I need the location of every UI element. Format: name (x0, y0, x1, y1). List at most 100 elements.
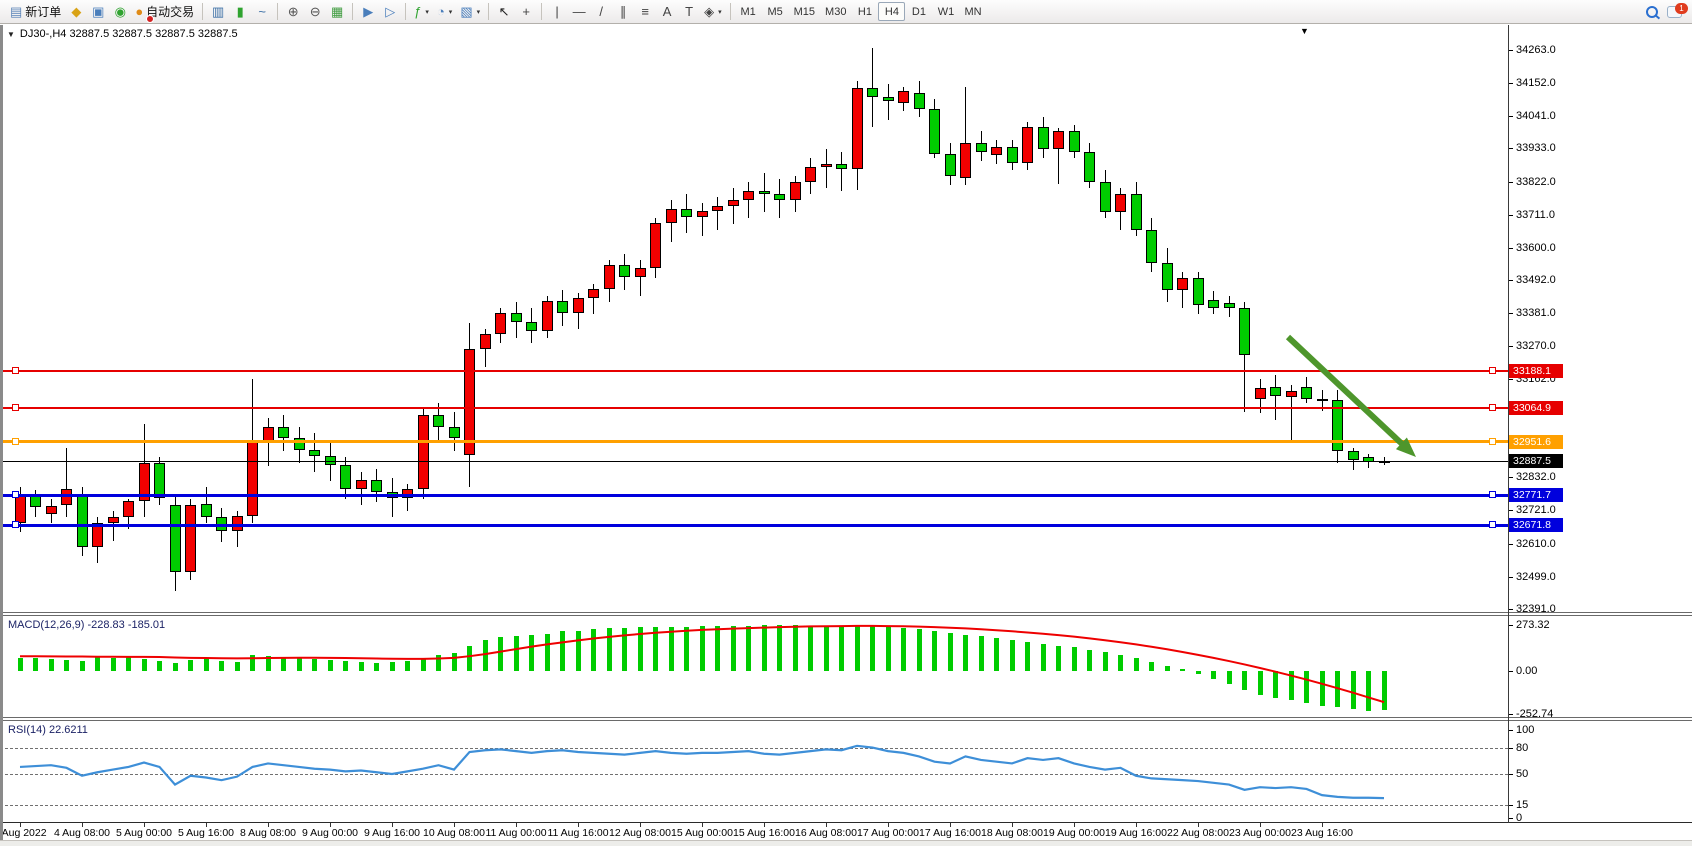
level-line-handle[interactable] (1489, 491, 1496, 499)
candle (1099, 182, 1111, 213)
chart-dropdown-icon[interactable]: ▼ (7, 29, 15, 39)
level-line[interactable] (0, 369, 1508, 372)
crosshair-button[interactable]: + (515, 2, 537, 22)
chart-shift-button[interactable]: ▷ (379, 2, 401, 22)
candle (247, 441, 258, 517)
chat-button[interactable]: 1 (1663, 2, 1688, 22)
macd-histogram-bar (901, 627, 906, 671)
time-label: 12 Aug 08:00 (609, 827, 671, 839)
macd-histogram-bar (823, 625, 829, 671)
level-line-handle[interactable] (12, 437, 19, 445)
candle (1130, 194, 1142, 230)
price-tick-label: 33270.0 (1516, 340, 1556, 353)
time-axis[interactable] (0, 823, 1692, 840)
pane-separator[interactable] (0, 717, 1692, 718)
periods-button[interactable]: ◔ ▾ (433, 2, 456, 22)
vertical-line-button[interactable]: | (546, 2, 568, 22)
rsi-pane[interactable] (0, 720, 1692, 822)
timeframe-h4[interactable]: H4 (878, 2, 906, 21)
macd-histogram-bar (110, 657, 116, 671)
arrows-button[interactable]: ◈ ▾ (700, 2, 726, 22)
signals-button[interactable]: ◉ (109, 2, 131, 22)
candle (1115, 194, 1126, 213)
timeframe-h1[interactable]: H1 (851, 2, 878, 21)
search-button[interactable] (1641, 2, 1663, 22)
level-line-handle[interactable] (1489, 437, 1496, 445)
level-line-handle[interactable] (12, 403, 19, 411)
candle (1208, 300, 1219, 308)
equidistant-channel-button[interactable]: ∥ (612, 2, 634, 22)
chart-shift-marker-icon[interactable]: ▼ (1300, 26, 1309, 36)
tile-windows-button[interactable]: ▦ (326, 2, 348, 22)
new-order-button[interactable]: ▤ 新订单 (6, 2, 65, 22)
autotrade-icon: ● (135, 4, 144, 19)
cursor-button[interactable]: ↖ (493, 2, 515, 22)
level-line[interactable] (0, 523, 1508, 527)
price-tag: 32671.8 (1509, 518, 1563, 533)
line-chart-button[interactable]: ~ (251, 2, 273, 22)
indicators-button[interactable]: ƒ ▾ (410, 2, 433, 22)
autotrade-button[interactable]: ● 自动交易 (131, 2, 198, 23)
pane-separator[interactable] (0, 612, 1692, 613)
candle-wick (639, 259, 641, 296)
price-tick (1508, 477, 1513, 479)
text-label-icon: T (685, 4, 694, 19)
candlestick-chart-button[interactable]: ▮ (229, 2, 251, 22)
time-tick (1074, 823, 1075, 827)
level-line[interactable] (0, 406, 1508, 409)
vertical-line-icon: | (555, 4, 559, 19)
zoom-out-button[interactable]: ⊖ (304, 2, 326, 22)
level-line-handle[interactable] (1489, 403, 1496, 411)
level-line[interactable] (0, 440, 1508, 444)
timeframe-mn[interactable]: MN (959, 2, 986, 21)
level-line-handle[interactable] (1489, 366, 1496, 374)
zoom-in-button[interactable]: ⊕ (282, 2, 304, 22)
timeframe-w1[interactable]: W1 (932, 2, 959, 21)
chart-profiles-button[interactable]: ◆ (65, 2, 87, 22)
text-button[interactable]: A (656, 2, 678, 22)
templates-button[interactable]: ▧ ▾ (456, 2, 484, 22)
candle (154, 462, 165, 499)
macd-tick-label: -252.74 (1516, 707, 1554, 720)
level-line[interactable] (0, 493, 1508, 497)
time-label: 23 Aug 16:00 (1291, 827, 1353, 839)
candle (1347, 450, 1359, 460)
toolbar-separator (352, 3, 354, 20)
level-line-handle[interactable] (1489, 521, 1496, 529)
time-label: 17 Aug 16:00 (919, 827, 981, 839)
level-line-handle[interactable] (12, 491, 19, 499)
timeframe-d1[interactable]: D1 (905, 2, 932, 21)
macd-histogram-bar (637, 627, 643, 671)
price-tick (1508, 49, 1513, 51)
time-tick (888, 823, 889, 827)
timeframe-m15[interactable]: M15 (789, 2, 820, 21)
pane-separator[interactable] (0, 615, 1692, 616)
level-line-handle[interactable] (12, 366, 19, 374)
bar-chart-button[interactable]: ▥ (207, 2, 229, 22)
candle (76, 495, 88, 548)
time-label: 5 Aug 16:00 (177, 827, 235, 839)
candle-wick (825, 149, 827, 189)
pane-separator[interactable] (0, 720, 1692, 721)
candle-wick (1058, 128, 1059, 184)
horizontal-line-button[interactable]: — (568, 2, 590, 22)
timeframe-m30[interactable]: M30 (820, 2, 851, 21)
main-chart-pane[interactable] (0, 25, 1692, 612)
zoom-out-icon: ⊖ (309, 4, 321, 19)
time-label: 8 Aug 08:00 (239, 827, 297, 839)
trendline-button[interactable]: / (590, 2, 612, 22)
text-label-button[interactable]: T (678, 2, 700, 22)
auto-scroll-button[interactable]: ▶ (357, 2, 379, 22)
macd-histogram-bar (48, 659, 54, 671)
candle (1254, 388, 1266, 400)
macd-histogram-bar (1009, 639, 1015, 671)
candle (371, 480, 382, 493)
price-axis-border (1508, 25, 1509, 823)
timeframe-m1[interactable]: M1 (735, 2, 762, 21)
fibonacci-button[interactable]: ≡ (634, 2, 656, 22)
time-tick (268, 823, 269, 827)
timeframe-m5[interactable]: M5 (762, 2, 789, 21)
arrows-icon: ◈ (704, 4, 715, 19)
terminal-button[interactable]: ▣ (87, 2, 109, 22)
level-line-handle[interactable] (12, 521, 19, 529)
